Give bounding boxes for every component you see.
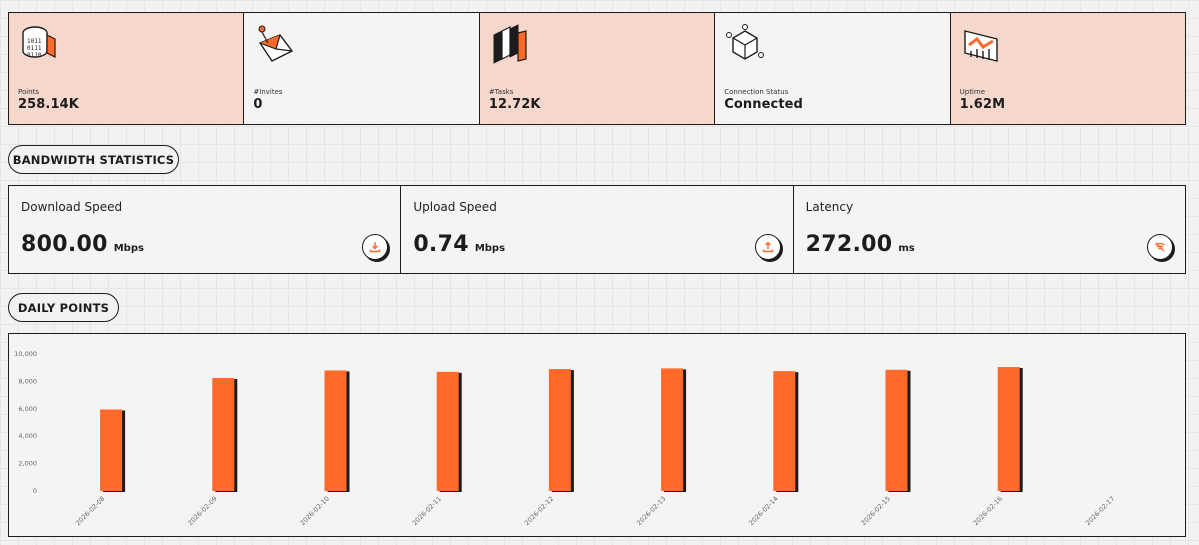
stat-value: Connected [724,97,803,112]
metric-value: 800.00 [21,232,108,257]
download-button[interactable] [362,234,389,260]
y-tick-label: 8,000 [18,377,37,385]
stat-card-connection: Connection Status Connected [715,13,951,124]
binary-cylinder-icon: 1011 0111 0110 [22,26,56,59]
upload-button[interactable] [754,234,781,260]
latency-button[interactable] [1146,234,1173,260]
envelope-icon [258,25,294,62]
daily-points-section-title: DAILY POINTS [8,293,119,322]
bar[interactable] [436,371,459,491]
download-icon [370,242,381,253]
stat-label: Connection Status [724,88,789,96]
x-tick-label: 2026-02-10 [299,495,331,527]
stat-label: #Invites [253,88,283,96]
upload-icon [762,241,773,253]
metric-unit: Mbps [113,243,144,254]
y-tick-label: 10,000 [14,350,37,358]
x-tick-label: 2026-02-15 [860,495,892,527]
stat-card-invites: #Invites 0 [244,13,480,124]
svg-text:0110: 0110 [27,52,42,59]
stat-value: 258.14K [18,97,79,112]
bar[interactable] [548,369,571,491]
bar[interactable] [100,409,123,491]
svg-text:1011: 1011 [27,38,42,45]
stat-card-uptime: Uptime 1.62M [950,13,1186,124]
metric-unit: ms [898,243,915,254]
bar[interactable] [212,377,235,491]
x-tick-label: 2026-02-12 [523,495,555,527]
stats-row: 1011 0111 0110 Points 258.14K #Invites 0 [8,12,1186,125]
metric-value-row: 272.00 ms [806,232,915,257]
stat-value: 1.62M [959,97,1006,112]
bar[interactable] [997,367,1020,491]
svg-text:0111: 0111 [27,45,42,52]
metric-value-row: 0.74 Mbps [413,232,505,257]
x-tick-label: 2026-02-11 [411,495,443,527]
y-tick-label: 2,000 [18,460,37,468]
bar[interactable] [661,368,684,491]
metric-value: 272.00 [805,232,893,257]
x-tick-label: 2026-02-13 [635,495,667,527]
metric-value-row: 800.00 Mbps [21,232,144,257]
metric-value: 0.74 [413,232,469,257]
bandwidth-section-title: BANDWIDTH STATISTICS [8,145,179,174]
y-tick-label: 6,000 [18,405,37,413]
chart-growth-icon [963,30,998,62]
x-tick-label: 2026-02-16 [972,495,1004,527]
stat-card-tasks: #Tasks 12.72K [479,13,716,124]
metric-title: Upload Speed [413,200,497,214]
x-tick-label: 2026-02-14 [747,495,779,527]
upload-speed-card: Upload Speed 0.74 Mbps [401,186,794,273]
metric-title: Latency [805,200,854,214]
stat-card-points: 1011 0111 0110 Points 258.14K [9,13,245,124]
signal-icon [1155,242,1165,252]
daily-points-chart-panel: 0 2,000 4,000 6,000 8,000 10,000 2026-02-08 202… [8,333,1186,537]
x-tick-label: 2026-02-17 [1084,495,1116,527]
bar[interactable] [773,371,796,491]
stat-label: #Tasks [488,88,514,96]
cube-network-icon [726,24,765,60]
metric-title: Download Speed [21,200,123,214]
latency-card: Latency 272.00 ms [794,186,1185,273]
y-tick-label: 0 [33,487,37,495]
daily-points-chart: 0 2,000 4,000 6,000 8,000 10,000 2026-02-08 202… [14,350,1116,527]
books-icon [493,24,527,64]
bar[interactable] [324,370,347,491]
y-tick-label: 4,000 [18,432,37,440]
x-tick-label: 2026-02-08 [74,495,106,527]
stat-value: 12.72K [488,97,541,112]
metric-unit: Mbps [474,243,506,254]
download-speed-card: Download Speed 800.00 Mbps [9,186,402,273]
bar[interactable] [885,369,908,491]
bandwidth-stats: Download Speed 800.00 Mbps Upload Speed … [8,185,1186,274]
stat-value: 0 [253,97,263,112]
x-tick-label: 2026-02-09 [186,495,218,527]
stat-label: Uptime [959,88,986,96]
stat-label: Points [18,88,40,96]
